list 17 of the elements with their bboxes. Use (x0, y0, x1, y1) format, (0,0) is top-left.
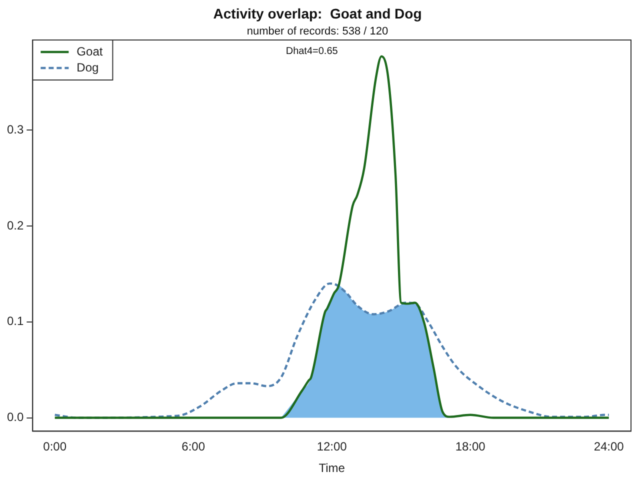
x-tick-label: 24:00 (594, 440, 624, 454)
x-tick-label: 0:00 (43, 440, 67, 454)
y-tick-label: 0.2 (6, 218, 24, 232)
x-tick-label: 12:00 (316, 440, 348, 454)
line-series (54, 55, 610, 419)
x-axis-title: Time (318, 461, 346, 476)
annotation: Dhat4=0.65 (286, 46, 338, 57)
legend-label: Goat (76, 44, 104, 58)
y-tick-label: 0.3 (6, 122, 24, 136)
chart-title: Activity overlap: Goat and Dog (213, 5, 422, 22)
y-tick-label: 0.0 (6, 410, 24, 424)
legend-label: Dog (76, 60, 99, 74)
chart-subtitle: number of records: 538 / 120 (246, 25, 388, 38)
x-tick-label: 6:00 (182, 440, 206, 454)
line-series (54, 282, 610, 419)
y-tick-label: 0.1 (6, 314, 24, 328)
x-tick-label: 18:00 (455, 440, 486, 454)
